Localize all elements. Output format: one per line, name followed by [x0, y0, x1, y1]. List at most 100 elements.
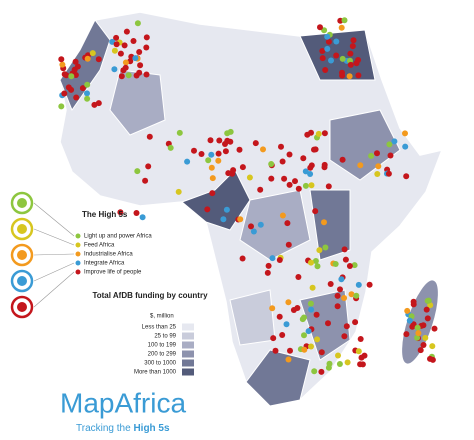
- project-dot: [414, 324, 421, 331]
- funding-unit: $, million: [150, 314, 174, 320]
- project-dot: [308, 306, 315, 313]
- project-dot: [207, 137, 214, 144]
- funding-swatch: [182, 323, 194, 331]
- project-dot: [334, 303, 341, 310]
- project-dot: [130, 38, 137, 44]
- project-dot: [341, 246, 348, 253]
- project-dot: [250, 228, 257, 235]
- project-dot: [230, 167, 237, 174]
- project-dot: [420, 342, 427, 348]
- project-dot: [220, 216, 227, 223]
- project-dot: [281, 175, 288, 182]
- project-dot: [279, 212, 286, 219]
- project-dot: [292, 178, 298, 185]
- country: [309, 189, 351, 261]
- project-dot: [295, 185, 302, 192]
- project-dot: [133, 210, 140, 216]
- project-dot: [287, 347, 293, 354]
- project-dot: [143, 34, 150, 41]
- project-dot: [109, 38, 116, 45]
- project-dot: [322, 67, 329, 73]
- project-dot: [318, 368, 325, 375]
- project-dot: [122, 64, 129, 71]
- project-dot: [117, 209, 124, 216]
- project-dot: [58, 103, 65, 110]
- project-dot: [63, 72, 70, 79]
- project-dot: [308, 182, 315, 189]
- project-dot: [346, 73, 353, 80]
- legend-icon: [10, 295, 34, 319]
- project-dot: [132, 55, 139, 62]
- project-dot: [307, 300, 314, 307]
- project-dot: [121, 42, 128, 49]
- tagline-text: Tracking the: [76, 423, 131, 434]
- project-dot: [314, 263, 321, 270]
- project-dot: [429, 343, 436, 350]
- legend-icon: [10, 269, 34, 293]
- project-dot: [357, 336, 364, 342]
- project-dot: [113, 41, 120, 48]
- legend-dot: [75, 233, 81, 239]
- project-dot: [145, 163, 152, 170]
- project-dot: [332, 261, 339, 267]
- project-dot: [205, 157, 212, 164]
- project-dot: [423, 306, 430, 313]
- project-dot: [342, 256, 349, 263]
- project-dot: [239, 255, 246, 262]
- project-dot: [347, 61, 354, 68]
- project-dot: [424, 315, 431, 322]
- project-dot: [272, 347, 279, 354]
- project-dot: [184, 158, 191, 165]
- project-dot: [402, 130, 408, 137]
- project-dot: [341, 295, 348, 301]
- project-dot: [327, 281, 334, 287]
- project-dot: [118, 73, 125, 80]
- project-dot: [215, 157, 222, 164]
- project-dot: [236, 146, 243, 153]
- funding-swatch: [182, 359, 194, 367]
- project-dot: [366, 281, 373, 288]
- project-dot: [209, 190, 216, 197]
- project-dot: [276, 257, 283, 263]
- project-dot: [137, 62, 144, 69]
- project-dot: [431, 325, 438, 332]
- legend-icon-core: [17, 224, 27, 234]
- project-dot: [346, 263, 353, 269]
- project-dot: [260, 146, 266, 153]
- legend-dot: [75, 269, 81, 275]
- project-dot: [349, 43, 356, 50]
- project-dot: [429, 356, 436, 363]
- project-dot: [84, 95, 91, 102]
- legend-connector: [33, 262, 75, 282]
- project-dot: [324, 33, 331, 40]
- project-dot: [204, 206, 211, 213]
- project-dot: [191, 147, 197, 154]
- project-dot: [123, 28, 130, 35]
- project-dot: [58, 56, 65, 63]
- project-dot: [339, 72, 346, 79]
- project-dot: [79, 85, 86, 92]
- legend-icon: [10, 191, 34, 215]
- project-dot: [339, 156, 346, 163]
- project-dot: [321, 164, 328, 171]
- project-dot: [95, 100, 102, 107]
- funding-label: 100 to 199: [148, 343, 177, 349]
- project-dot: [209, 175, 216, 182]
- funding-swatch: [182, 350, 194, 358]
- project-dot: [321, 219, 327, 226]
- project-dot: [355, 72, 362, 79]
- legend-title: The High 5s: [82, 210, 128, 219]
- legend-icon-core: [17, 276, 27, 286]
- project-dot: [325, 364, 332, 371]
- project-dot: [257, 186, 264, 193]
- project-dot: [319, 55, 326, 62]
- funding-swatch: [182, 341, 194, 349]
- project-dot: [385, 170, 392, 177]
- project-dot: [285, 356, 292, 363]
- project-dot: [302, 182, 309, 189]
- project-dot: [417, 347, 424, 354]
- project-dot: [308, 343, 314, 350]
- project-dot: [333, 52, 340, 59]
- funding-label: 200 to 299: [148, 352, 177, 358]
- project-dot: [339, 55, 346, 62]
